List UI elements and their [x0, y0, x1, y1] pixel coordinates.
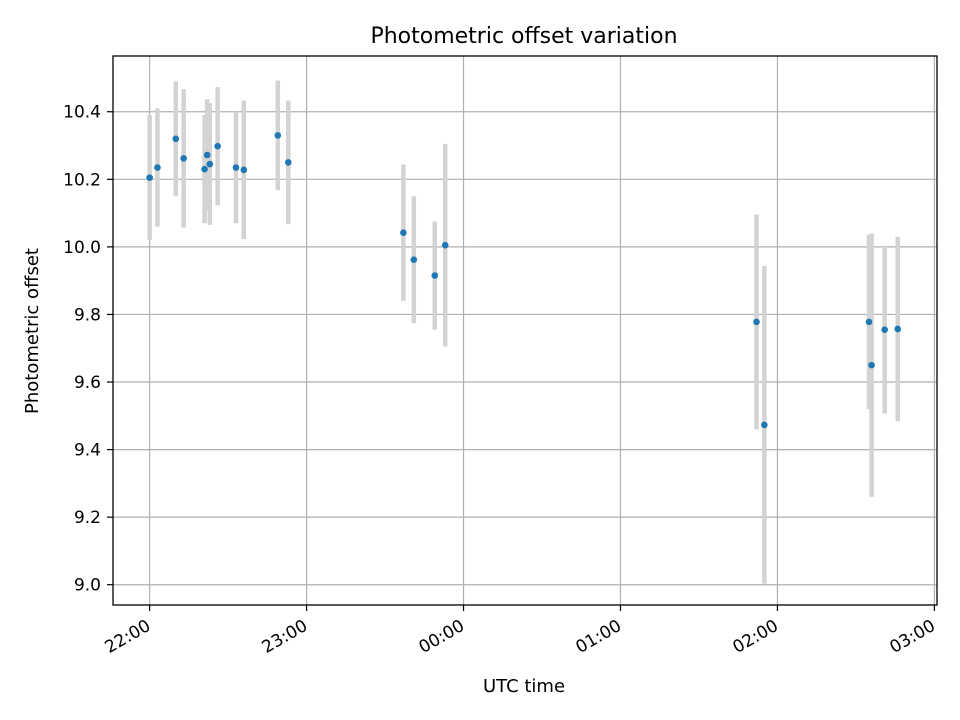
plot-frame: [112, 55, 938, 606]
x-tick-label: 23:00: [259, 616, 311, 658]
y-tick-label: 10.2: [63, 170, 101, 190]
data-point: [232, 164, 240, 171]
data-point: [203, 151, 211, 159]
y-tick-label: 9.0: [74, 576, 101, 596]
y-tick-label: 9.2: [74, 508, 101, 528]
x-axis-label: UTC time: [483, 676, 565, 697]
data-point: [400, 229, 407, 236]
data-point: [201, 165, 208, 173]
data-point: [761, 421, 768, 429]
x-tick-label: 01:00: [573, 616, 625, 658]
data-point: [240, 166, 248, 174]
data-point: [172, 135, 180, 143]
y-tick-label: 10.4: [63, 103, 101, 123]
data-point: [274, 132, 282, 139]
data-point: [881, 326, 888, 333]
data-point: [865, 318, 873, 326]
data-point: [431, 272, 439, 279]
y-tick-label: 9.8: [74, 305, 101, 325]
data-point: [868, 361, 875, 369]
y-tick-label: 9.6: [74, 373, 101, 393]
y-axis-label: Photometric offset: [22, 248, 43, 414]
data-point: [284, 159, 292, 166]
data-point: [214, 142, 221, 150]
y-tick-label: 9.4: [74, 441, 101, 461]
y-axis-ticks: 9.0 9.2 9.4 9.6 9.8 10.0 10.2 10.4: [63, 103, 113, 596]
data-points: [146, 132, 902, 429]
x-tick-label: 02:00: [729, 616, 781, 658]
data-point: [180, 155, 187, 162]
error-bars: [147, 80, 901, 584]
data-point: [441, 241, 449, 249]
data-point: [753, 318, 760, 326]
data-point: [146, 174, 153, 181]
x-tick-label: 03:00: [886, 616, 938, 658]
grid-lines: [113, 56, 937, 605]
x-axis-ticks: 22:00 23:00 00:00 01:00 02:00 03:00: [102, 605, 939, 658]
data-point: [206, 160, 214, 168]
y-tick-label: 10.0: [63, 238, 101, 258]
data-point: [894, 325, 902, 333]
x-tick-label: 22:00: [102, 616, 154, 658]
data-point: [410, 256, 418, 264]
x-tick-label: 00:00: [416, 616, 468, 658]
data-point: [154, 164, 161, 171]
chart-title: Photometric offset variation: [370, 24, 677, 49]
